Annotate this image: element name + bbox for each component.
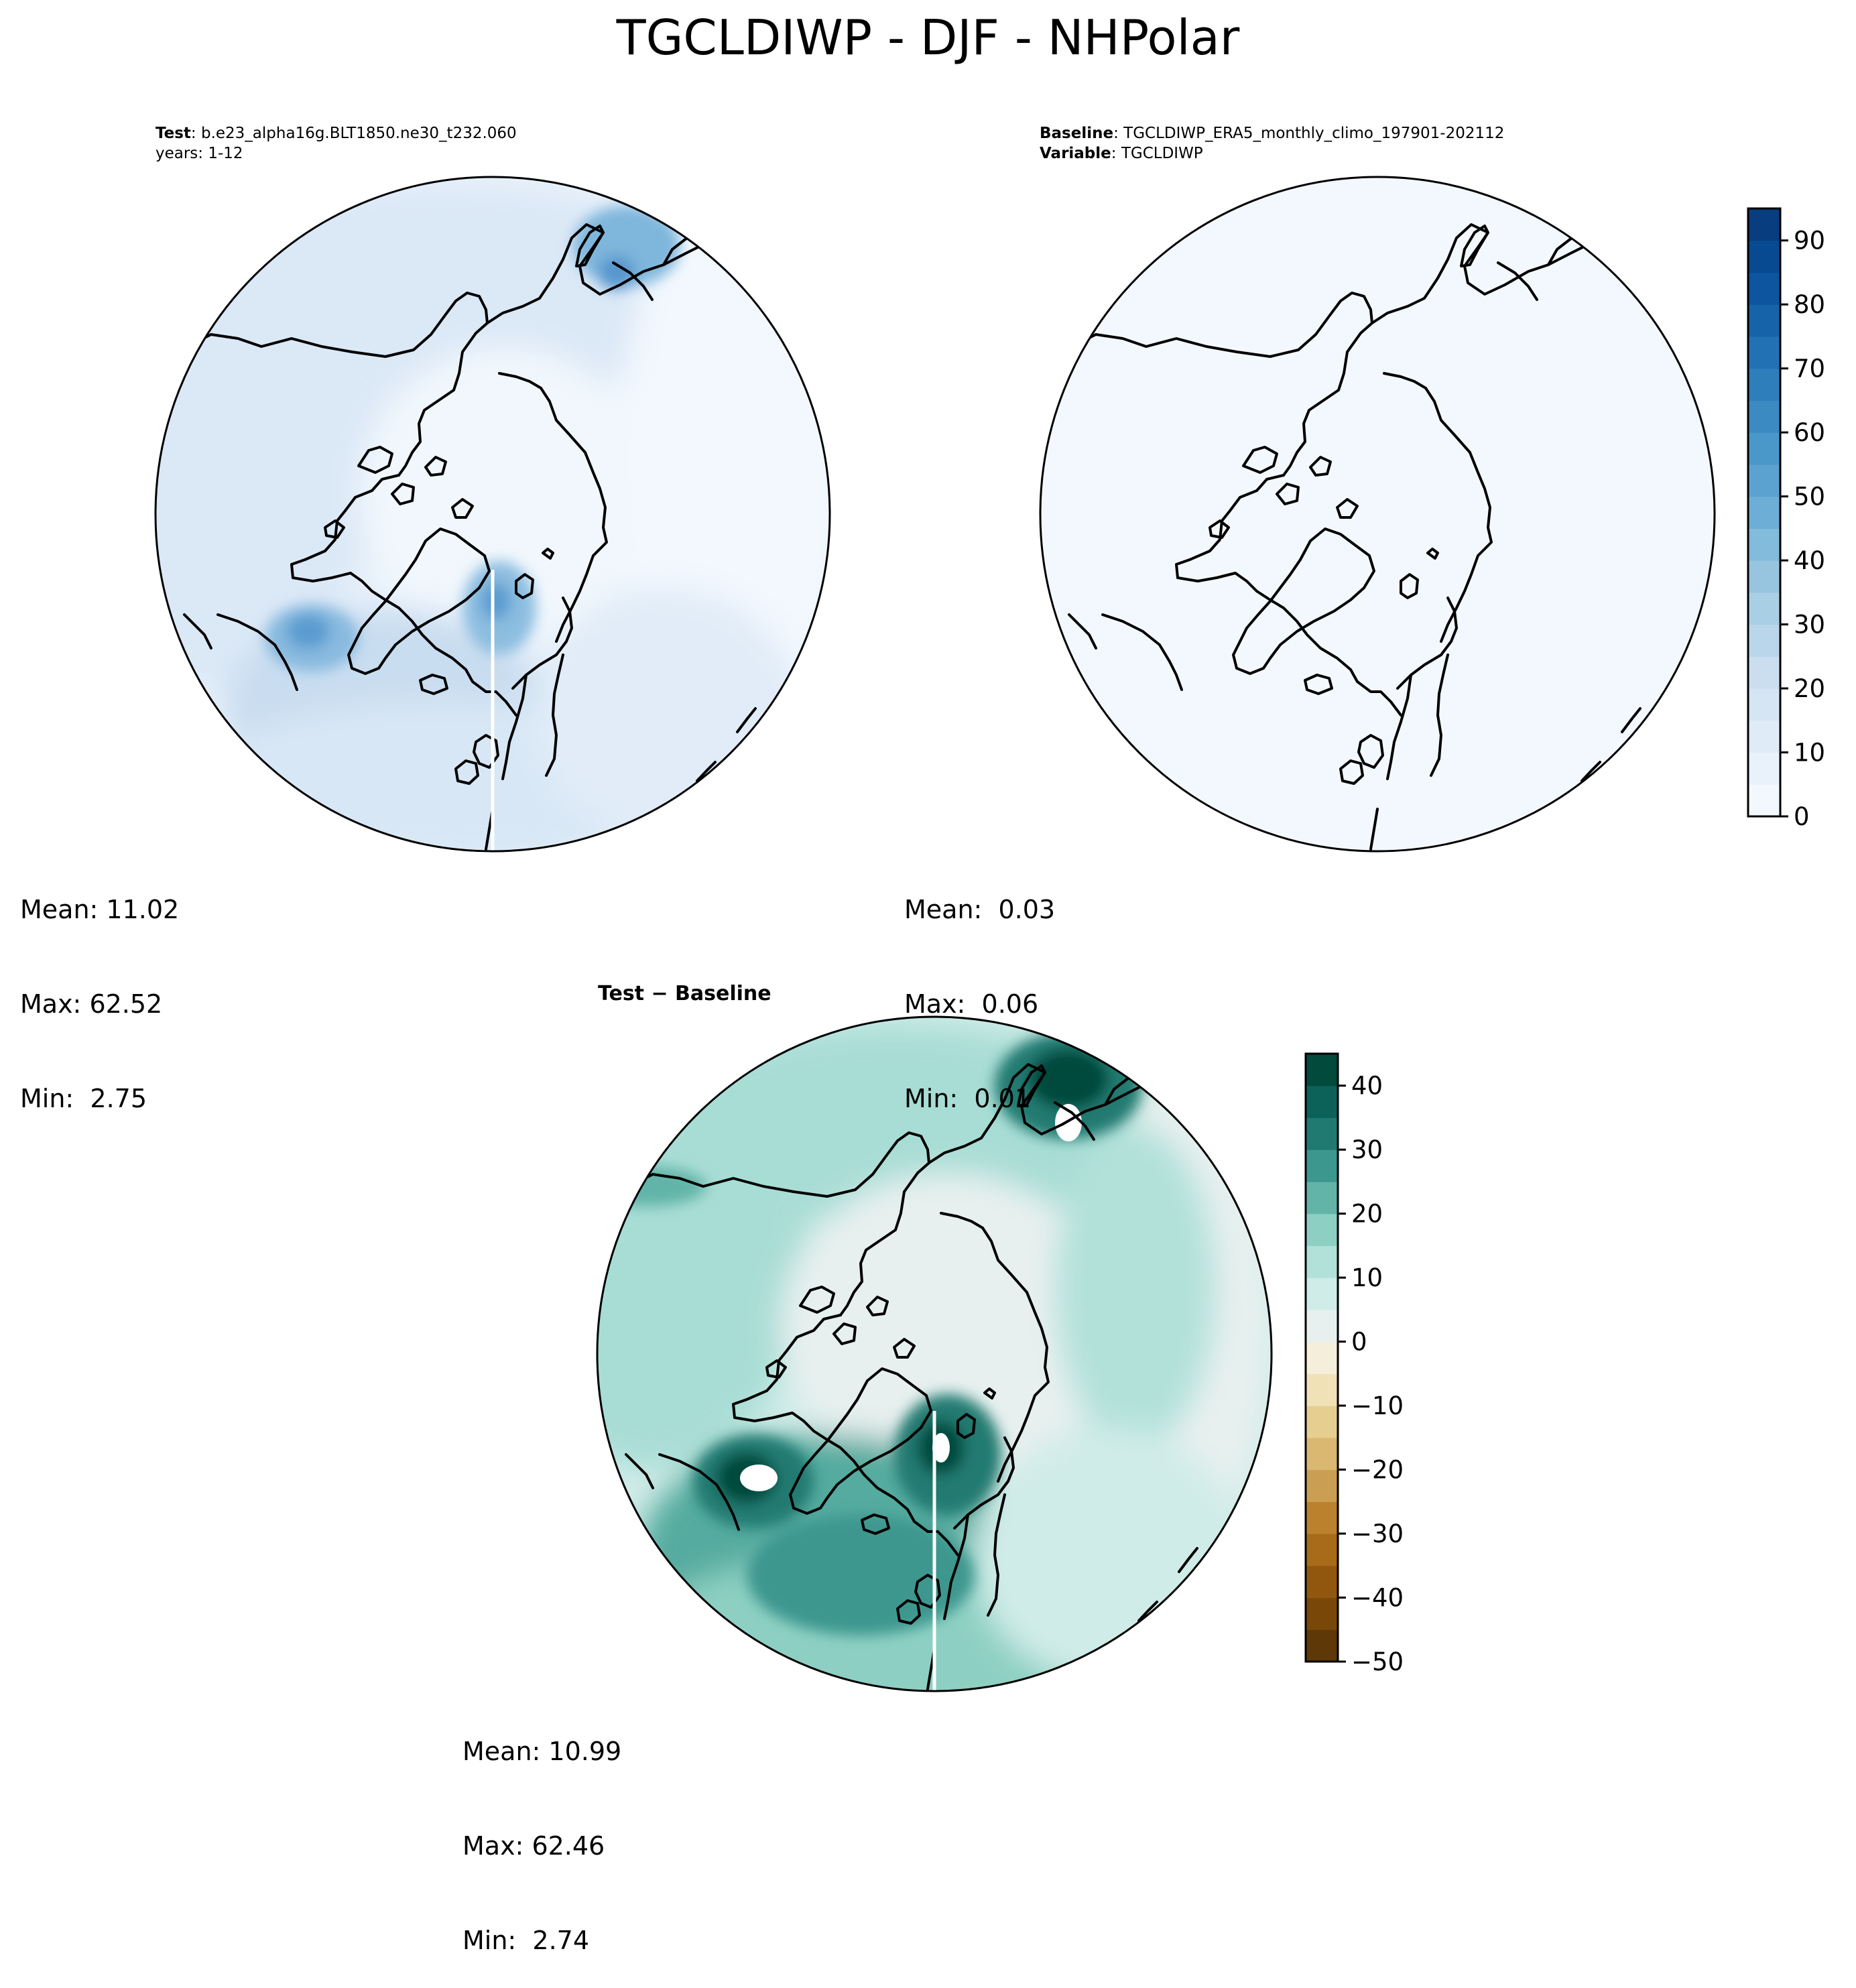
colorbar-tick-label: 70 — [1794, 355, 1825, 383]
colorbar-tick-label: −30 — [1351, 1519, 1404, 1548]
colorbar-level — [1306, 1245, 1338, 1278]
baseline-mean: Mean: 0.03 — [904, 895, 1056, 924]
colorbar-tick-label: 30 — [1351, 1135, 1383, 1164]
difference-max: Max: 62.46 — [462, 1831, 605, 1861]
colorbar-level — [1306, 1117, 1338, 1150]
colorbar-tick-label: 30 — [1794, 611, 1825, 639]
colorbar-level — [1306, 1534, 1338, 1566]
colorbar-level — [1306, 1629, 1338, 1662]
colorbar-level — [1306, 1373, 1338, 1406]
difference-stats: Mean: 10.99 Max: 62.46 Min: 2.74 — [462, 1673, 621, 1988]
colorbar-level — [1306, 1181, 1338, 1215]
baseline-case-name: : TGCLDIWP_ERA5_monthly_climo_197901-202… — [1113, 125, 1505, 142]
colorbar-tick-label: 0 — [1794, 802, 1810, 831]
test-years: years: 1-12 — [156, 145, 243, 162]
colorbar-blues: 0 10 20 30 40 50 60 70 80 90 — [1747, 207, 1825, 831]
colorbar-tick-label: 10 — [1794, 739, 1825, 767]
colorbar-level — [1306, 1597, 1338, 1630]
colorbar-tick-label: −50 — [1351, 1648, 1404, 1676]
colorbar-level — [1306, 1406, 1338, 1438]
colorbar-level — [1748, 720, 1780, 753]
colorbar-level — [1306, 1213, 1338, 1247]
baseline-min: Min: 0.01 — [904, 1084, 1031, 1113]
colorbar-level — [1748, 400, 1780, 433]
colorbar-level — [1748, 304, 1780, 337]
test-max: Max: 62.52 — [20, 989, 163, 1019]
colorbar-tick-label: −20 — [1351, 1456, 1404, 1485]
colorbar-level — [1748, 560, 1780, 593]
colorbar-tick-label: 60 — [1794, 418, 1825, 447]
colorbar-level — [1748, 624, 1780, 657]
colorbar-frame — [1304, 1052, 1339, 1663]
test-label: Test — [156, 125, 191, 142]
colorbar-level — [1748, 496, 1780, 529]
baseline-label: Baseline — [1040, 125, 1114, 142]
colorbar-level — [1306, 1501, 1338, 1534]
colorbar-level — [1748, 368, 1780, 401]
colorbar-level — [1306, 1341, 1338, 1374]
colorbar-level — [1306, 1085, 1338, 1119]
colorbar-tick-label: 0 — [1351, 1328, 1367, 1357]
colorbar-tick-label: 80 — [1794, 290, 1825, 319]
colorbar-level — [1748, 432, 1780, 465]
difference-map — [596, 1015, 1273, 1692]
test-stats: Mean: 11.02 Max: 62.52 Min: 2.75 — [20, 831, 179, 1146]
difference-min: Min: 2.74 — [462, 1926, 589, 1955]
colorbar-tick-label: 50 — [1794, 483, 1825, 511]
test-min: Min: 2.75 — [20, 1084, 147, 1113]
colorbar-level — [1306, 1469, 1338, 1502]
colorbar-level — [1748, 688, 1780, 721]
colorbar-tick-label: 90 — [1794, 227, 1825, 255]
colorbar-level — [1748, 784, 1780, 817]
colorbar-brbg: −50 −40 −30 −20 −10 0 10 20 30 40 — [1304, 1052, 1404, 1676]
colorbar-level — [1306, 1150, 1338, 1182]
colorbar-level — [1748, 528, 1780, 561]
colorbar-tick-label: 20 — [1794, 674, 1825, 703]
colorbar-level — [1748, 656, 1780, 689]
colorbar-tick-label: 40 — [1351, 1072, 1383, 1101]
difference-mean: Mean: 10.99 — [462, 1737, 622, 1766]
colorbar-level — [1306, 1565, 1338, 1599]
figure-title: TGCLDIWP - DJF - NHPolar — [616, 9, 1240, 66]
baseline-max: Max: 0.06 — [904, 989, 1039, 1019]
colorbar-level — [1306, 1437, 1338, 1471]
colorbar-frame — [1747, 207, 1782, 818]
colorbar-level — [1306, 1309, 1338, 1343]
colorbar-level — [1748, 464, 1780, 497]
test-mean: Mean: 11.02 — [20, 895, 180, 924]
colorbar-tick-label: −40 — [1351, 1584, 1404, 1613]
figure-canvas: 0 10 20 30 40 50 60 70 80 90 −50 −40 −30 −20 −10 0 10 20… — [154, 176, 1825, 1692]
difference-panel-title: Test − Baseline — [598, 982, 771, 1005]
baseline-map — [1039, 176, 1716, 853]
colorbar-tick-label: 40 — [1794, 546, 1825, 575]
variable-label: Variable — [1040, 145, 1111, 162]
baseline-stats: Mean: 0.03 Max: 0.06 Min: 0.01 — [904, 831, 1055, 1146]
colorbar-level — [1748, 208, 1780, 241]
test-case-name: : b.e23_alpha16g.BLT1850.ne30_t232.060 — [190, 125, 517, 142]
colorbar-tick-label: 20 — [1351, 1200, 1383, 1229]
colorbar-tick-label: 10 — [1351, 1263, 1383, 1292]
colorbar-level — [1748, 272, 1780, 305]
colorbar-level — [1748, 336, 1780, 369]
colorbar-tick-label: −10 — [1351, 1391, 1404, 1420]
baseline-panel-title: Baseline: TGCLDIWP_ERA5_monthly_climo_19… — [1040, 123, 1504, 164]
test-map — [154, 176, 831, 853]
colorbar-level — [1748, 592, 1780, 625]
variable-name: : TGCLDIWP — [1111, 145, 1203, 162]
test-panel-title: Test: b.e23_alpha16g.BLT1850.ne30_t232.0… — [156, 123, 517, 164]
colorbar-level — [1306, 1278, 1338, 1310]
colorbar-level — [1748, 240, 1780, 273]
colorbar-level — [1306, 1054, 1338, 1086]
colorbar-level — [1748, 752, 1780, 785]
